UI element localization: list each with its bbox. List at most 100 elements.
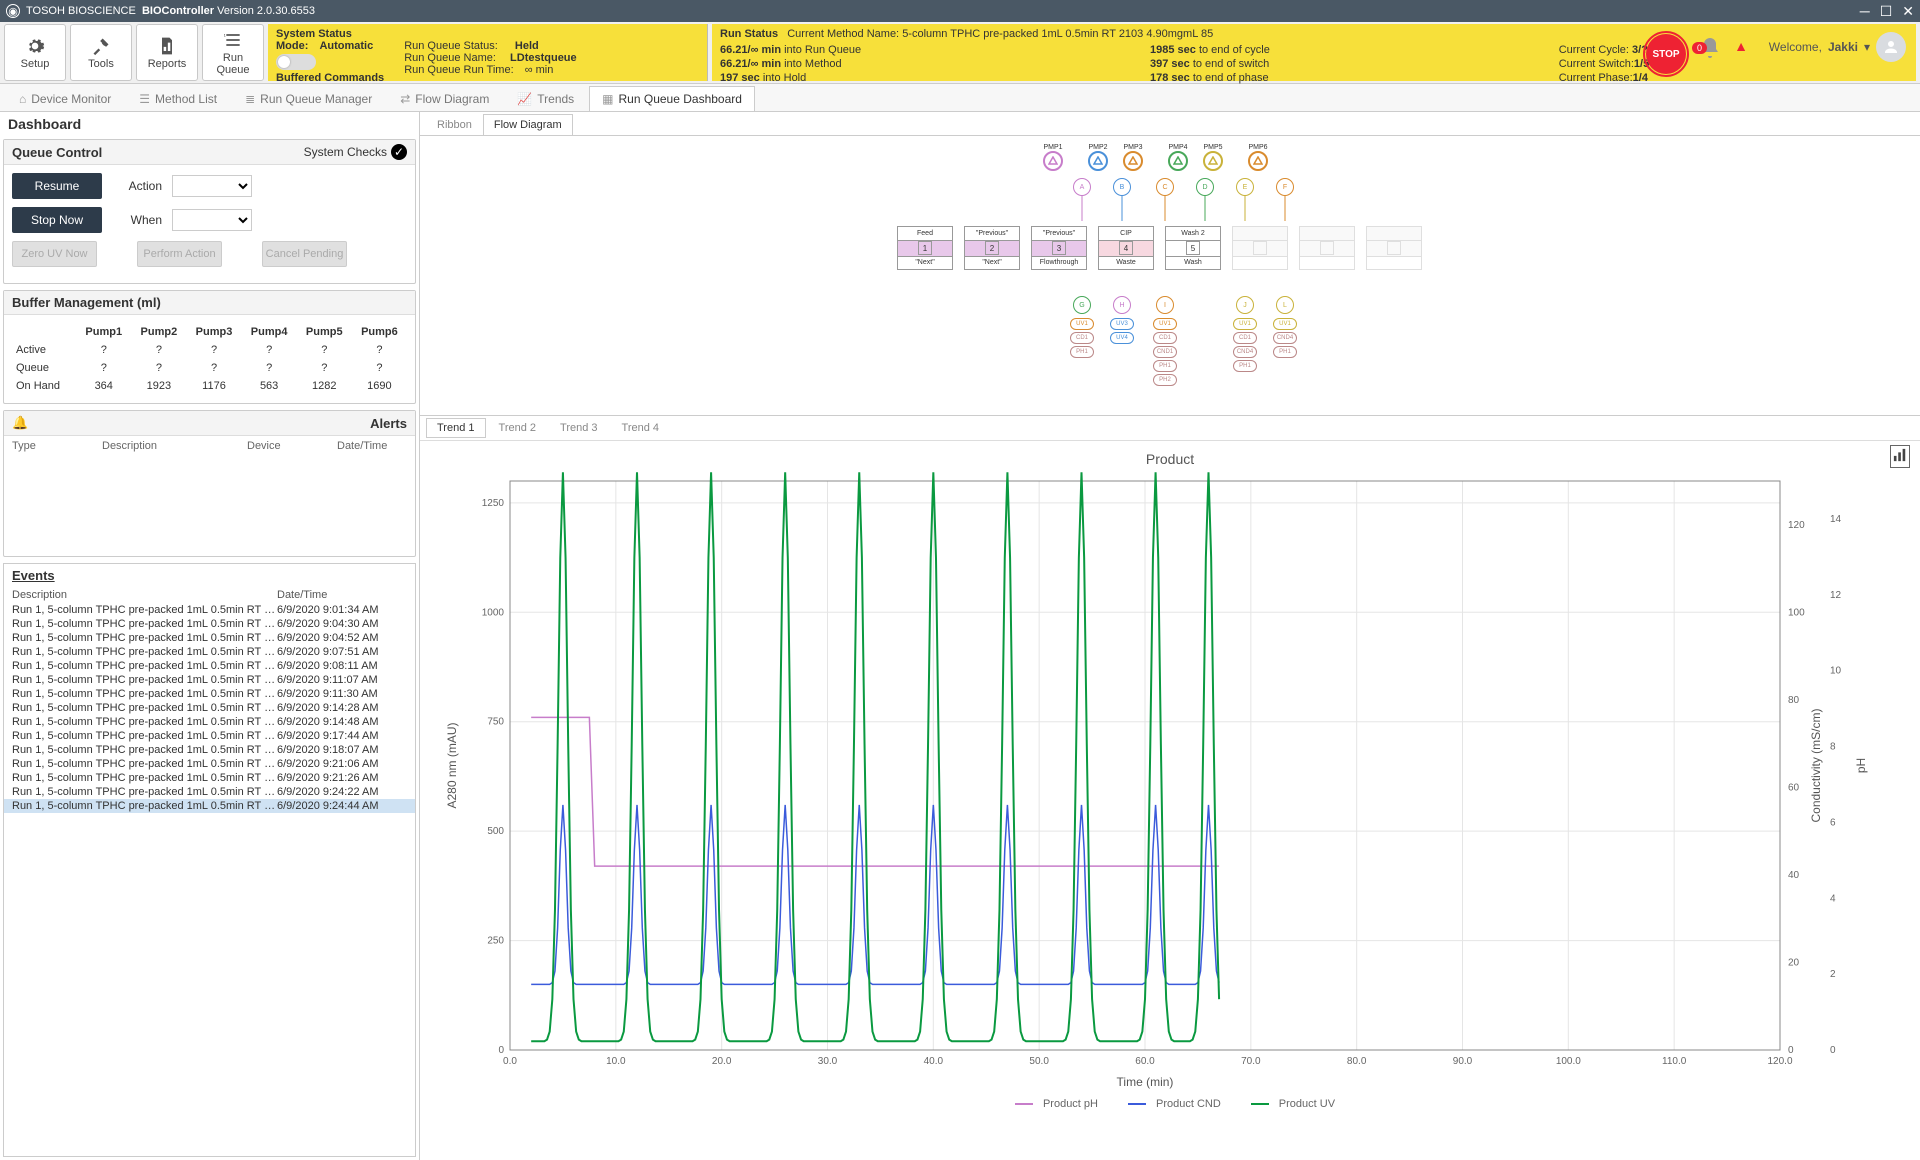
setup-button[interactable]: Setup [4,24,66,81]
event-row[interactable]: Run 1, 5-column TPHC pre-packed 1mL 0.5m… [4,645,415,659]
svg-text:40: 40 [1788,870,1800,881]
outlet-g[interactable]: G [1073,296,1091,314]
minimize-icon[interactable]: ─ [1860,3,1870,20]
subtab-flow-diagram[interactable]: Flow Diagram [483,114,573,135]
svg-text:8: 8 [1830,742,1836,753]
sensor-ph1: PH1 [1070,346,1094,358]
column-box-4[interactable]: CIP4Waste [1098,226,1154,270]
event-row[interactable]: Run 1, 5-column TPHC pre-packed 1mL 0.5m… [4,785,415,799]
sensor-cd1: CD1 [1153,332,1177,344]
pump-pmp5[interactable]: PMP5 [1203,144,1223,171]
event-row[interactable]: Run 1, 5-column TPHC pre-packed 1mL 0.5m… [4,743,415,757]
event-row[interactable]: Run 1, 5-column TPHC pre-packed 1mL 0.5m… [4,715,415,729]
event-row[interactable]: Run 1, 5-column TPHC pre-packed 1mL 0.5m… [4,687,415,701]
chart-settings-icon[interactable] [1890,445,1910,468]
reports-button[interactable]: Reports [136,24,198,81]
title-bar: ◉ TOSOH BIOSCIENCE BIOController Version… [0,0,1920,22]
event-row[interactable]: Run 1, 5-column TPHC pre-packed 1mL 0.5m… [4,757,415,771]
event-row[interactable]: Run 1, 5-column TPHC pre-packed 1mL 0.5m… [4,603,415,617]
subtab-ribbon[interactable]: Ribbon [426,114,483,135]
trend-tab-2[interactable]: Trend 2 [488,418,548,438]
outlet-l[interactable]: L [1276,296,1294,314]
column-box-empty[interactable] [1366,226,1422,270]
outlet-h[interactable]: H [1113,296,1131,314]
column-box-5[interactable]: Wash 25Wash [1165,226,1221,270]
chart-legend: Product pHProduct CNDProduct UV [440,1098,1900,1110]
svg-text:100.0: 100.0 [1556,1056,1581,1067]
svg-text:80.0: 80.0 [1347,1056,1367,1067]
valve-a[interactable]: A [1073,178,1091,196]
nav-tab-run-queue-manager[interactable]: ≣Run Queue Manager [232,86,385,111]
svg-text:500: 500 [487,826,504,837]
when-select[interactable] [172,209,252,231]
pump-pmp2[interactable]: PMP2 [1088,144,1108,171]
warning-icon[interactable]: ▲ [1734,38,1748,54]
valve-d[interactable]: D [1196,178,1214,196]
app-version: Version 2.0.30.6553 [217,5,315,17]
svg-text:pH: pH [1854,758,1868,773]
mode-toggle[interactable] [276,54,316,70]
nav-tab-run-queue-dashboard[interactable]: ▦Run Queue Dashboard [589,86,755,111]
pump-pmp4[interactable]: PMP4 [1168,144,1188,171]
outlet-i[interactable]: I [1156,296,1174,314]
svg-text:750: 750 [487,717,504,728]
event-row[interactable]: Run 1, 5-column TPHC pre-packed 1mL 0.5m… [4,701,415,715]
valve-c[interactable]: C [1156,178,1174,196]
svg-text:14: 14 [1830,514,1842,525]
notifications-bell-icon[interactable]: 0 [1698,36,1726,64]
chevron-down-icon: ▾ [1864,40,1870,54]
perform-action-button[interactable]: Perform Action [137,241,222,267]
svg-text:1: 1 [224,33,226,37]
event-row[interactable]: Run 1, 5-column TPHC pre-packed 1mL 0.5m… [4,729,415,743]
pump-pmp3[interactable]: PMP3 [1123,144,1143,171]
outlet-j[interactable]: J [1236,296,1254,314]
pump-pmp1[interactable]: PMP1 [1043,144,1063,171]
event-row[interactable]: Run 1, 5-column TPHC pre-packed 1mL 0.5m… [4,673,415,687]
cancel-pending-button[interactable]: Cancel Pending [262,241,347,267]
trend-tab-3[interactable]: Trend 3 [549,418,609,438]
svg-text:20: 20 [1788,957,1800,968]
user-menu[interactable]: Welcome,Jakki ▾ [1769,32,1906,62]
stop-button[interactable]: STOP [1646,34,1686,74]
valve-e[interactable]: E [1236,178,1254,196]
resume-button[interactable]: Resume [12,173,102,199]
action-select[interactable] [172,175,252,197]
nav-tab-trends[interactable]: 📈Trends [504,86,587,111]
valve-f[interactable]: F [1276,178,1294,196]
svg-text:2: 2 [1830,969,1836,980]
trend-tab-1[interactable]: Trend 1 [426,418,486,438]
nav-tab-method-list[interactable]: ☰Method List [126,86,230,111]
column-box-2[interactable]: "Previous"2"Next" [964,226,1020,270]
svg-text:80: 80 [1788,695,1800,706]
event-row[interactable]: Run 1, 5-column TPHC pre-packed 1mL 0.5m… [4,631,415,645]
svg-text:120: 120 [1788,520,1805,531]
zero-uv-button[interactable]: Zero UV Now [12,241,97,267]
alerts-panel: 🔔Alerts TypeDescriptionDeviceDate/Time [3,410,416,557]
column-box-empty[interactable] [1299,226,1355,270]
event-row[interactable]: Run 1, 5-column TPHC pre-packed 1mL 0.5m… [4,617,415,631]
run-queue-button[interactable]: 1Run Queue [202,24,264,81]
system-checks-button[interactable]: System Checks✓ [304,144,407,160]
close-icon[interactable]: ✕ [1902,3,1914,20]
svg-text:40.0: 40.0 [924,1056,944,1067]
nav-tab-flow-diagram[interactable]: ⇄Flow Diagram [387,86,502,111]
nav-tab-device-monitor[interactable]: ⌂Device Monitor [6,86,124,111]
bell-icon: 🔔 [12,415,28,431]
pump-pmp6[interactable]: PMP6 [1248,144,1268,171]
valve-b[interactable]: B [1113,178,1131,196]
stop-now-button[interactable]: Stop Now [12,207,102,233]
column-box-1[interactable]: Feed1"Next" [897,226,953,270]
vendor-logo-icon: ◉ [6,4,20,18]
tools-button[interactable]: Tools [70,24,132,81]
column-box-3[interactable]: "Previous"3Flowthrough [1031,226,1087,270]
event-row[interactable]: Run 1, 5-column TPHC pre-packed 1mL 0.5m… [4,771,415,785]
svg-text:10.0: 10.0 [606,1056,626,1067]
system-status-panel: System Status Mode: Automatic Buffered C… [268,24,708,81]
column-box-empty[interactable] [1232,226,1288,270]
event-row[interactable]: Run 1, 5-column TPHC pre-packed 1mL 0.5m… [4,799,415,813]
sensor-uv1: UV1 [1153,318,1177,330]
event-row[interactable]: Run 1, 5-column TPHC pre-packed 1mL 0.5m… [4,659,415,673]
trend-tab-4[interactable]: Trend 4 [611,418,671,438]
sensor-ph1: PH1 [1233,360,1257,372]
maximize-icon[interactable]: ☐ [1880,3,1893,20]
